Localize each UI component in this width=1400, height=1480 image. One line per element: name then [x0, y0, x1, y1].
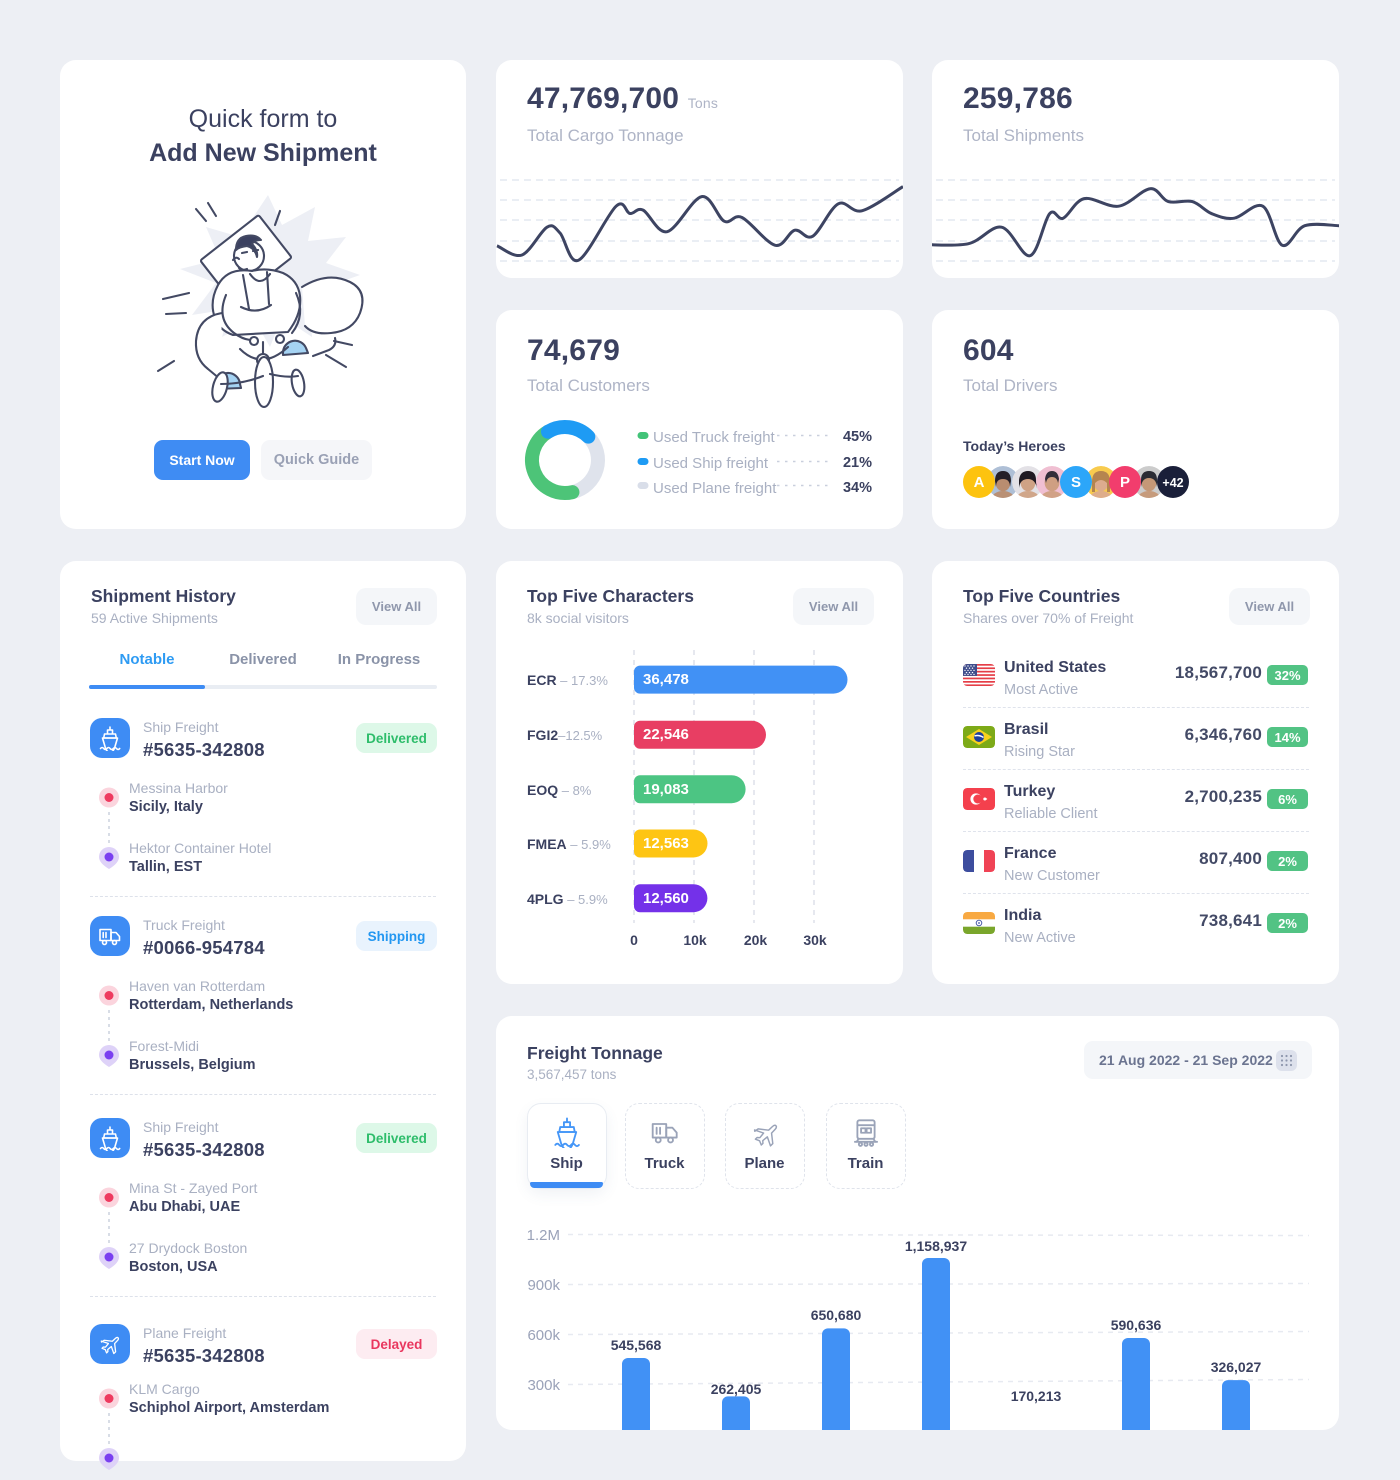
svg-text:A: A — [974, 474, 985, 491]
svg-text:+42: +42 — [1162, 476, 1183, 490]
svg-text:P: P — [1120, 474, 1130, 491]
svg-text:S: S — [1071, 474, 1081, 491]
